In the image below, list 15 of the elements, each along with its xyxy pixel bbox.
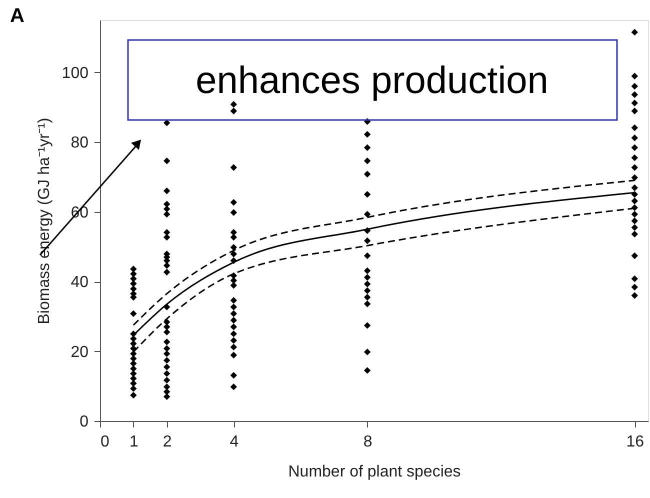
x-tick-label: 1 [129, 434, 138, 450]
y-tick-label: 0 [80, 414, 89, 430]
y-axis-title: Biomass energy (GJ ha⁻¹yr⁻¹) [36, 118, 53, 324]
x-tick-label: 16 [626, 434, 644, 450]
x-tick-label: 8 [363, 434, 372, 450]
y-tick-label: 20 [70, 344, 89, 361]
x-tick-label: 0 [100, 434, 110, 450]
text: A [10, 5, 24, 27]
x-axis-title: Number of plant species [288, 464, 461, 480]
y-tick-label: 80 [70, 134, 89, 152]
y-tick-label: 40 [70, 274, 89, 292]
x-tick-label: 4 [230, 434, 239, 450]
annotation: enhances production [196, 60, 548, 102]
y-tick-label: 100 [62, 64, 89, 82]
x-tick-label: 2 [162, 434, 172, 450]
